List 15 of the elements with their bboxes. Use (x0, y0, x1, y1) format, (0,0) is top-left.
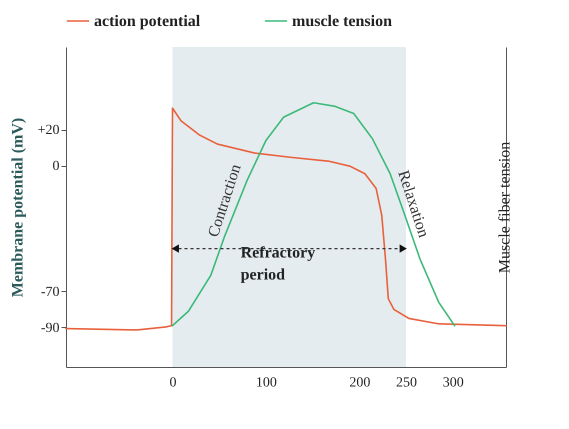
band-label: Refractory period (240, 244, 316, 284)
x-tick-label: 100 (256, 376, 277, 390)
x-tick-label: 250 (396, 376, 418, 390)
x-tick-label: 300 (442, 376, 464, 390)
y-tick-label: -70 (40, 284, 60, 300)
y-tick-label: +20 (38, 123, 60, 138)
y-tick-label: -90 (40, 320, 60, 336)
y-axis-title: Membrane potential (mV) (10, 118, 27, 298)
line-series (172, 102, 456, 326)
y-tick-label: 0 (52, 159, 60, 174)
x-tick-label: 200 (349, 376, 370, 390)
x-tick-label: 0 (169, 376, 176, 390)
legend-label: action potential (94, 13, 201, 30)
y2-axis-title: Muscle fiber tension (496, 142, 514, 274)
legend-label: muscle tension (292, 13, 392, 30)
